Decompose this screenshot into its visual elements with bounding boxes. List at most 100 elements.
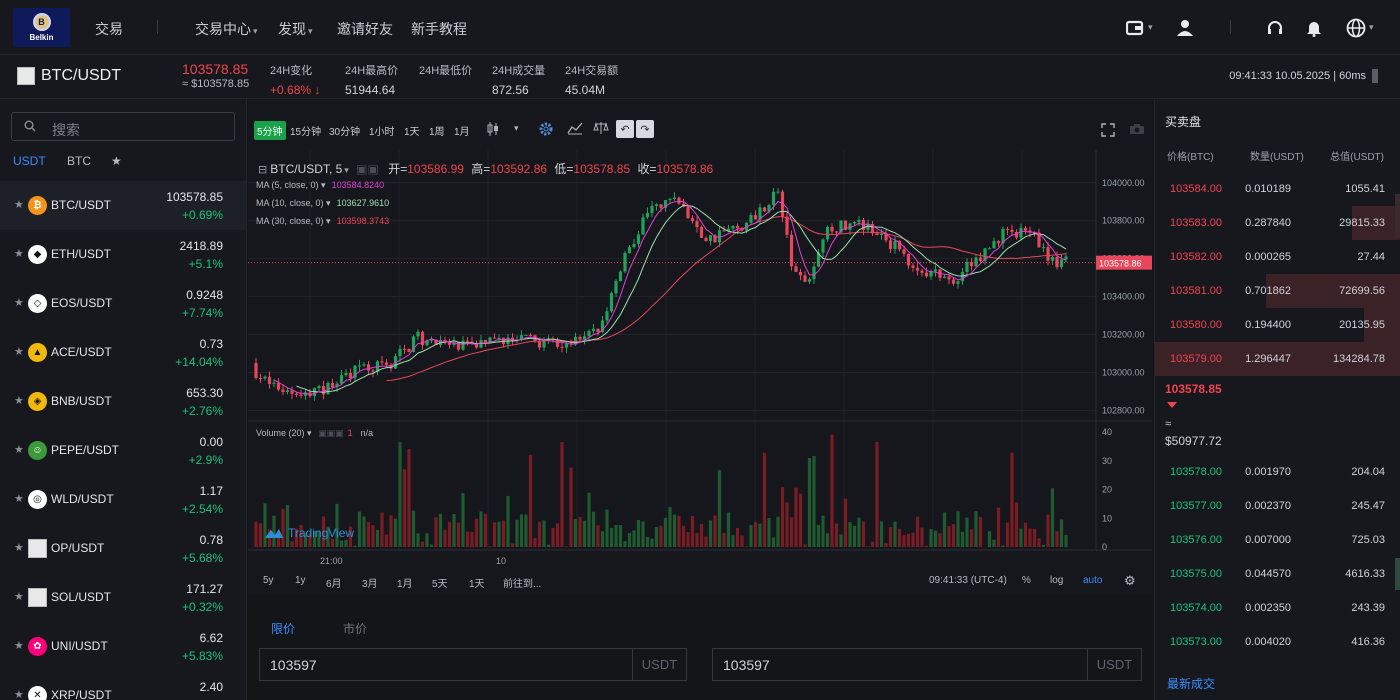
star-icon[interactable]: ★	[14, 395, 24, 407]
pair-name[interactable]: BTC/USDT	[41, 67, 121, 84]
legend-buttons-icon[interactable]: ▣▣▣	[318, 428, 344, 438]
ma10-legend[interactable]: MA (10, close, 0) ▾ 103627.9610	[256, 198, 390, 208]
nav-trade[interactable]: 交易	[95, 21, 123, 37]
market-row[interactable]: ★ ₿ BTC/USDT 103578.85 +0.69%	[0, 181, 246, 230]
legend-buttons-icon[interactable]: ▣▣	[356, 162, 379, 176]
star-icon[interactable]: ★	[14, 542, 24, 554]
star-icon[interactable]: ★	[14, 346, 24, 358]
tradingview-logo[interactable]: TradingView	[264, 526, 354, 540]
market-row[interactable]: ★ ✕ XRP/USDT 2.40	[0, 671, 246, 700]
star-icon[interactable]: ★	[14, 248, 24, 260]
bid-row[interactable]: 103576.00 0.007000 725.03	[1155, 523, 1400, 557]
gear-icon[interactable]: ⚙	[1124, 573, 1136, 588]
nav-trade-center[interactable]: 交易中心 ▾	[195, 19, 258, 39]
range-button[interactable]: 1月	[397, 579, 413, 590]
star-icon[interactable]: ★	[14, 591, 24, 603]
range-button[interactable]: 1y	[295, 575, 306, 586]
market-row[interactable]: ★ SOL/USDT 171.27 +0.32%	[0, 573, 246, 622]
latest-trades-title[interactable]: 最新成交	[1167, 677, 1216, 691]
market-row[interactable]: ★ OP/USDT 0.78 +5.68%	[0, 524, 246, 573]
range-button[interactable]: 1天	[469, 579, 485, 590]
chevron-down-icon[interactable]: ▾	[344, 165, 349, 175]
fullscreen-icon[interactable]	[1101, 123, 1115, 140]
chart-title[interactable]: BTC/USDT, 5	[270, 162, 343, 176]
ask-row[interactable]: 103579.00 1.296447 134284.78	[1155, 342, 1400, 376]
range-button[interactable]: 5天	[432, 579, 448, 590]
bid-row[interactable]: 103573.00 0.004020 416.36	[1155, 625, 1400, 659]
ask-row[interactable]: 103581.00 0.701862 72699.56	[1155, 274, 1400, 308]
tab-usdt[interactable]: USDT	[13, 154, 46, 168]
percent-toggle[interactable]: %	[1022, 575, 1031, 586]
star-icon[interactable]: ★	[14, 444, 24, 456]
chevron-down-icon[interactable]: ▾	[1148, 22, 1153, 32]
star-icon[interactable]: ★	[14, 199, 24, 211]
interval-button[interactable]: 15分钟	[290, 127, 322, 138]
volume-legend[interactable]: Volume (20) ▾ ▣▣▣ 1 n/a	[256, 428, 374, 438]
globe-icon[interactable]	[1345, 17, 1367, 39]
scrollbar[interactable]	[1372, 69, 1378, 83]
ma5-legend[interactable]: MA (5, close, 0) ▾ 103584.8240	[256, 180, 385, 190]
price-chart[interactable]: 104000.00103800.00103600.00103400.001032…	[248, 150, 1152, 570]
auto-toggle[interactable]: auto	[1083, 575, 1103, 586]
star-icon[interactable]: ★	[14, 493, 24, 505]
scrollbar[interactable]	[1395, 558, 1400, 590]
range-button[interactable]: 前往到...	[503, 579, 542, 590]
chevron-down-icon[interactable]: ▾	[514, 123, 519, 133]
market-row[interactable]: ★ ✿ UNI/USDT 6.62 +5.83%	[0, 622, 246, 671]
interval-button[interactable]: 1天	[404, 127, 420, 138]
indicators-icon[interactable]	[567, 121, 583, 138]
market-row[interactable]: ★ ◈ BNB/USDT 653.30 +2.76%	[0, 377, 246, 426]
tab-btc[interactable]: BTC	[67, 154, 91, 168]
interval-button[interactable]: 1小时	[369, 127, 395, 138]
interval-button[interactable]: 1周	[429, 127, 445, 138]
sell-price-input[interactable]: 103597 USDT	[712, 648, 1142, 681]
bid-row[interactable]: 103575.00 0.044570 4616.33	[1155, 557, 1400, 591]
bid-row[interactable]: 103574.00 0.002350 243.39	[1155, 591, 1400, 625]
buy-price-input[interactable]: 103597 USDT	[259, 648, 687, 681]
tab-favorites[interactable]: ★	[111, 154, 122, 168]
nav-discover[interactable]: 发现 ▾	[278, 19, 313, 39]
log-toggle[interactable]: log	[1050, 575, 1064, 586]
candle-type-icon[interactable]	[487, 121, 499, 140]
star-icon[interactable]: ★	[14, 297, 24, 309]
camera-icon[interactable]	[1129, 123, 1145, 138]
headset-icon[interactable]	[1264, 17, 1286, 39]
search-input[interactable]: 搜索	[11, 112, 235, 141]
tab-market[interactable]: 市价	[343, 622, 368, 636]
ask-row[interactable]: 103582.00 0.000265 27.44	[1155, 240, 1400, 274]
market-row[interactable]: ★ ◇ EOS/USDT 0.9248 +7.74%	[0, 279, 246, 328]
ask-row[interactable]: 103584.00 0.010189 1055.41	[1155, 172, 1400, 206]
ask-row[interactable]: 103580.00 0.194400 20135.95	[1155, 308, 1400, 342]
chevron-down-icon[interactable]: ▾	[1369, 22, 1374, 32]
range-button[interactable]: 5y	[263, 575, 274, 586]
brand-logo[interactable]: B Belkin	[13, 8, 70, 47]
bid-row[interactable]: 103578.00 0.001970 204.04	[1155, 455, 1400, 489]
market-row[interactable]: ★ ▲ ACE/USDT 0.73 +14.04%	[0, 328, 246, 377]
tab-limit[interactable]: 限价	[271, 622, 296, 636]
ask-row[interactable]: 103583.00 0.287840 29815.33	[1155, 206, 1400, 240]
market-row[interactable]: ★ ◎ WLD/USDT 1.17 +2.54%	[0, 475, 246, 524]
nav-tutorial[interactable]: 新手教程	[411, 21, 467, 37]
scrollbar[interactable]	[1395, 194, 1400, 238]
collapse-icon[interactable]: ⊟	[258, 164, 271, 176]
interval-button[interactable]: 5分钟	[254, 121, 286, 140]
wallet-icon[interactable]	[1125, 17, 1147, 39]
ma30-legend[interactable]: MA (30, close, 0) ▾ 103598.3743	[256, 216, 390, 226]
bid-row[interactable]: 103577.00 0.002370 245.47	[1155, 489, 1400, 523]
interval-button[interactable]: 1月	[454, 127, 470, 138]
market-row[interactable]: ★ ☺ PEPE/USDT 0.00 +2.9%	[0, 426, 246, 475]
bell-icon[interactable]	[1303, 17, 1325, 39]
compare-scale-icon[interactable]	[593, 121, 609, 138]
star-icon[interactable]: ★	[14, 640, 24, 652]
range-button[interactable]: 6月	[326, 579, 342, 590]
undo-button[interactable]: ↶	[616, 120, 634, 138]
star-icon[interactable]: ★	[14, 689, 24, 700]
redo-button[interactable]: ↷	[636, 120, 654, 138]
market-row[interactable]: ★ ◆ ETH/USDT 2418.89 +5.1%	[0, 230, 246, 279]
interval-button[interactable]: 30分钟	[329, 127, 361, 138]
chart-timezone[interactable]: 09:41:33 (UTC-4)	[929, 575, 1007, 586]
user-icon[interactable]	[1174, 17, 1196, 39]
nav-invite-friends[interactable]: 邀请好友	[337, 21, 393, 37]
range-button[interactable]: 3月	[362, 579, 378, 590]
gear-icon[interactable]	[538, 121, 554, 140]
